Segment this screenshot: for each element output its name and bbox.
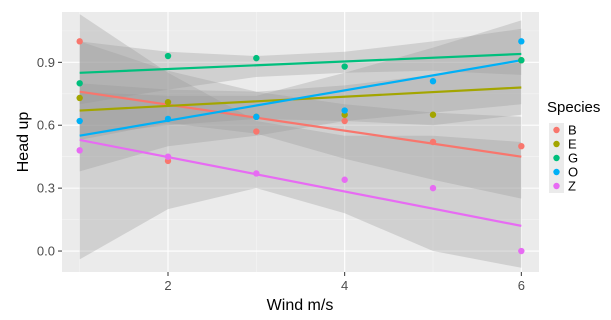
legend-key-G [553, 154, 560, 162]
data-point-Z [518, 247, 525, 255]
plot-panel [62, 12, 539, 272]
x-axis: 2 4 6 [164, 272, 525, 293]
confidence-band-B [79, 41, 522, 199]
data-point-Z [76, 147, 83, 154]
data-point-O [253, 113, 260, 121]
data-points [76, 38, 525, 255]
fit-line-O [79, 59, 522, 137]
data-point-E [76, 94, 83, 102]
legend-label-G: G [568, 151, 578, 166]
fit-line-G [79, 52, 522, 74]
x-tick-label: 6 [518, 278, 525, 293]
legend-title: Species [547, 99, 600, 116]
legend-key-B [553, 126, 560, 134]
data-point-E [164, 98, 172, 106]
y-tick-label: 0.0 [37, 244, 55, 259]
data-point-G [518, 57, 525, 64]
data-point-Z [429, 184, 437, 192]
data-point-Z [164, 153, 172, 160]
data-point-Z [253, 170, 260, 177]
data-point-B [253, 128, 260, 135]
x-axis-title: Wind m/s [267, 297, 334, 314]
legend-key-O [553, 168, 560, 176]
fit-line-B [79, 90, 522, 158]
data-point-O [518, 38, 525, 45]
legend-label-B: B [568, 123, 577, 138]
data-point-E [429, 111, 437, 118]
legend-label-Z: Z [568, 179, 576, 194]
fit-lines [79, 52, 522, 227]
data-point-B [518, 142, 525, 150]
data-point-B [429, 138, 437, 146]
legend-label-O: O [568, 165, 578, 180]
legend-key-Z [553, 182, 560, 190]
data-point-B [341, 117, 348, 125]
legend-label-E: E [568, 137, 577, 152]
data-point-O [341, 107, 348, 114]
data-point-G [164, 52, 172, 60]
data-point-O [164, 115, 172, 123]
x-tick-label: 4 [341, 278, 348, 293]
data-point-B [76, 38, 83, 45]
data-point-O [76, 117, 83, 125]
data-point-G [76, 80, 83, 87]
data-point-G [341, 63, 348, 70]
legend-key-E [553, 140, 560, 148]
confidence-band-G [79, 28, 522, 105]
y-tick-label: 0.3 [37, 181, 55, 196]
y-tick-label: 0.9 [37, 55, 55, 70]
data-point-O [429, 77, 437, 85]
data-point-G [253, 54, 260, 62]
x-tick-label: 2 [164, 278, 171, 293]
data-point-Z [341, 176, 348, 183]
y-axis: 0.0 0.3 0.6 0.9 [37, 55, 62, 259]
y-tick-label: 0.6 [37, 118, 55, 133]
fit-line-Z [79, 138, 522, 227]
y-axis-title: Head up [15, 112, 32, 173]
